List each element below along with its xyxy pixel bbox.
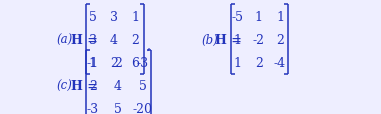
- Text: 1: 1: [276, 11, 284, 24]
- Text: 2: 2: [89, 79, 97, 92]
- Text: -1: -1: [87, 56, 99, 69]
- Text: 4: 4: [110, 34, 118, 47]
- Text: -3: -3: [137, 56, 149, 69]
- Text: 5: 5: [89, 11, 97, 24]
- Text: -20: -20: [133, 102, 153, 114]
- Text: -5: -5: [232, 11, 243, 24]
- Text: 1: 1: [234, 56, 242, 69]
- Text: 2: 2: [276, 34, 284, 47]
- Text: 2: 2: [131, 34, 139, 47]
- Text: 6: 6: [131, 56, 139, 69]
- Text: 2: 2: [110, 56, 118, 69]
- Text: H =: H =: [70, 79, 98, 92]
- Text: H =: H =: [215, 34, 242, 47]
- Text: 3: 3: [110, 11, 118, 24]
- Text: H =: H =: [70, 34, 98, 47]
- Text: 1: 1: [131, 11, 139, 24]
- Text: 5: 5: [139, 79, 147, 92]
- Text: (c): (c): [56, 79, 72, 92]
- Text: -3: -3: [87, 102, 99, 114]
- Text: ,: ,: [147, 39, 150, 52]
- Text: 3: 3: [89, 34, 97, 47]
- Text: (a): (a): [56, 34, 73, 47]
- Text: 1: 1: [89, 56, 97, 69]
- Text: (b): (b): [201, 34, 218, 47]
- Text: -4: -4: [274, 56, 286, 69]
- Text: -2: -2: [253, 34, 265, 47]
- Text: 1: 1: [234, 34, 242, 47]
- Text: 4: 4: [114, 79, 122, 92]
- Text: 1: 1: [255, 11, 263, 24]
- Text: 2: 2: [114, 56, 122, 69]
- Text: 2: 2: [255, 56, 263, 69]
- Text: 5: 5: [114, 102, 122, 114]
